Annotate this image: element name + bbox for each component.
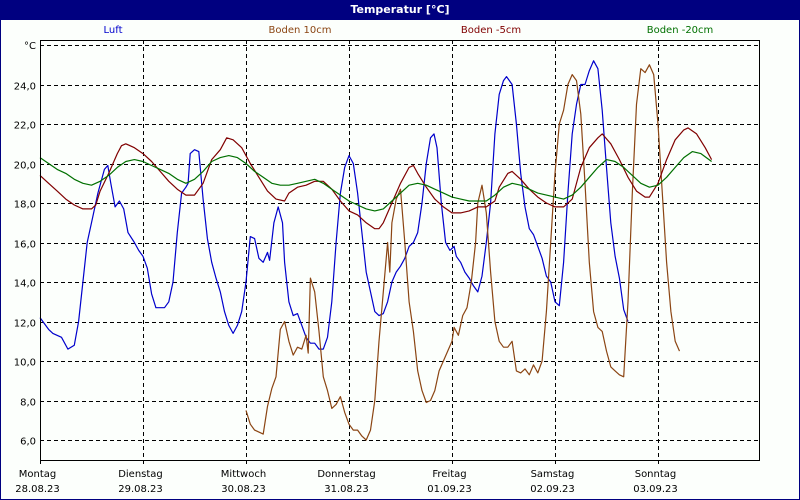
plot-frame xyxy=(40,40,760,461)
x-axis-labels: Montag 28.08.23 Dienstag 29.08.23 Mittwoch 30… xyxy=(15,469,678,495)
y-axis-labels: °C 24,0 22,0 20,0 18,0 16,0 14,0 12,0 10,0 8,0 6,0 xyxy=(14,41,36,448)
series-line-boden-10cm xyxy=(245,64,681,441)
x-date-label: 03.09.23 xyxy=(633,484,678,495)
x-day-label: Dienstag xyxy=(118,469,163,480)
x-day-label: Donnerstag xyxy=(317,469,375,480)
series-line-boden-20cm xyxy=(39,151,712,212)
legend-boden-5cm: Boden -5cm xyxy=(460,25,522,36)
grid-lines xyxy=(40,40,760,464)
series-line-luft xyxy=(39,60,629,350)
legend-boden-10cm: Boden 10cm xyxy=(268,25,332,36)
x-date-label: 31.08.23 xyxy=(324,484,369,495)
x-day-label: Samstag xyxy=(531,469,575,480)
y-tick-label: 22,0 xyxy=(14,121,36,132)
y-tick-label: 12,0 xyxy=(14,319,36,330)
y-tick-label: 8,0 xyxy=(20,398,36,409)
y-unit-label: °C xyxy=(24,41,36,52)
y-tick-label: 10,0 xyxy=(14,358,36,369)
legend-boden-20cm: Boden -20cm xyxy=(646,25,714,36)
y-tick-label: 24,0 xyxy=(14,82,36,93)
x-date-label: 30.08.23 xyxy=(221,484,266,495)
x-date-label: 02.09.23 xyxy=(530,484,575,495)
y-tick-label: 14,0 xyxy=(14,279,36,290)
series-line-boden-5cm xyxy=(39,127,713,230)
x-day-label: Freitag xyxy=(432,469,466,480)
y-tick-label: 16,0 xyxy=(14,240,36,251)
chart-title: Temperatur [°C] xyxy=(0,0,800,20)
x-day-label: Mittwoch xyxy=(221,469,266,480)
x-date-label: 01.09.23 xyxy=(427,484,472,495)
legend-luft: Luft xyxy=(103,25,123,36)
x-day-label: Montag xyxy=(19,469,56,480)
x-day-label: Sonntag xyxy=(635,469,677,480)
y-tick-label: 6,0 xyxy=(20,437,36,448)
y-tick-label: 20,0 xyxy=(14,161,36,172)
x-date-label: 28.08.23 xyxy=(15,484,60,495)
x-date-label: 29.08.23 xyxy=(118,484,163,495)
y-tick-label: 18,0 xyxy=(14,200,36,211)
data-series xyxy=(39,60,713,441)
